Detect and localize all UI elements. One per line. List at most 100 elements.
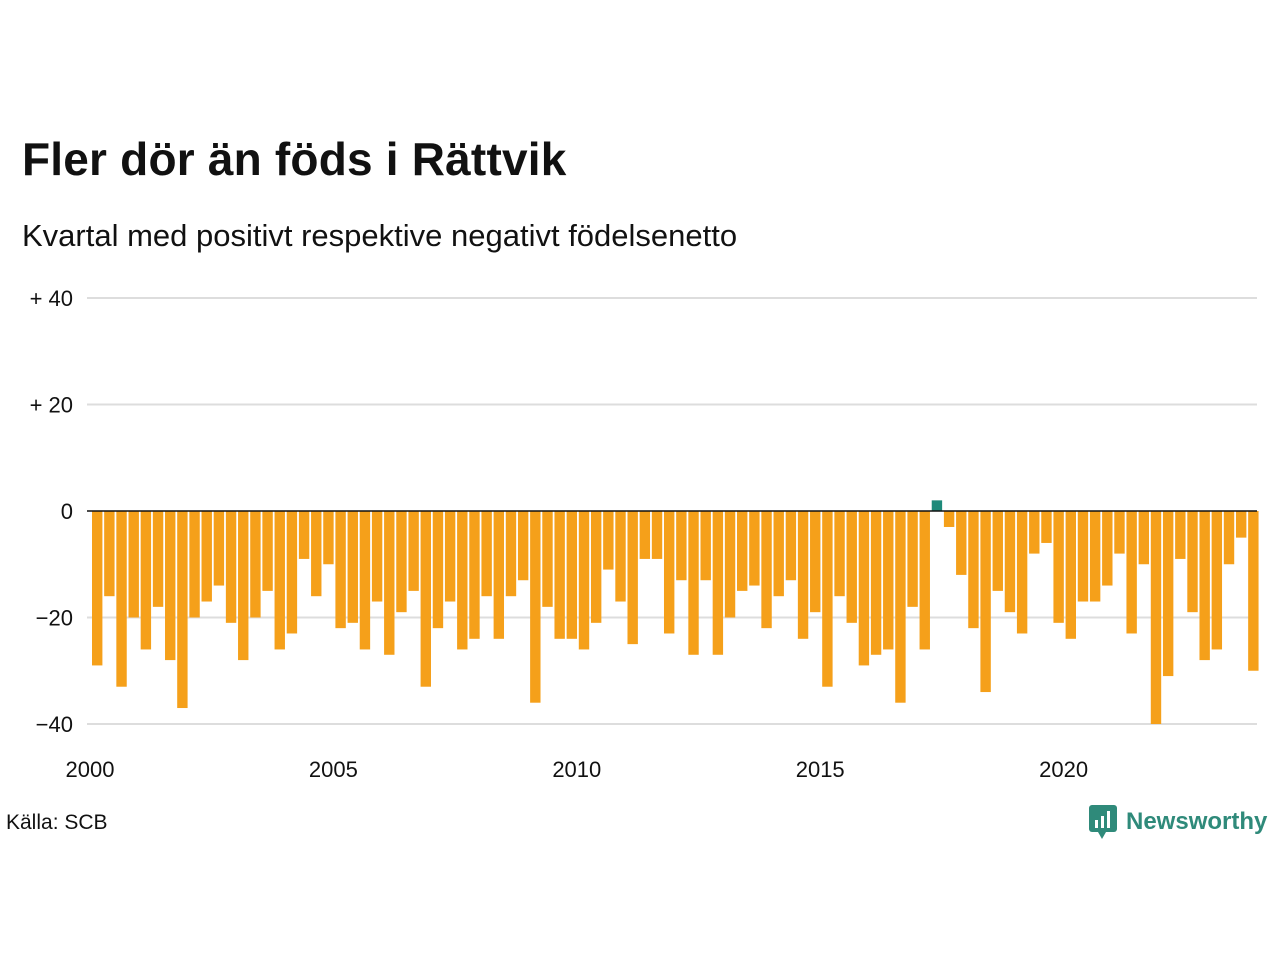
bar-negative — [444, 511, 456, 602]
bar-negative — [152, 511, 164, 607]
bar-negative — [980, 511, 991, 693]
x-axis-ticks: 2000 2005 2010 2015 2020 — [66, 757, 1089, 782]
bar-negative — [408, 511, 419, 591]
bar-chart: + 40 + 20 0 −20 −40 2000 2005 2010 2015 2020 — [30, 286, 1259, 782]
bar-negative — [1077, 511, 1089, 602]
bar-negative — [201, 511, 212, 602]
x-tick-label: 2015 — [796, 757, 845, 782]
bar-negative — [1089, 511, 1101, 602]
bar-negative — [737, 511, 748, 591]
chart-title: Fler dör än föds i Rättvik — [22, 133, 567, 185]
bar-negative — [493, 511, 505, 639]
bar-negative — [663, 511, 675, 634]
bar-negative — [773, 511, 784, 597]
bar-negative — [554, 511, 565, 639]
bar-negative — [1016, 511, 1028, 634]
bar-negative — [1102, 511, 1113, 586]
bar-negative — [627, 511, 638, 645]
bar-negative — [225, 511, 237, 623]
bar-negative — [323, 511, 334, 565]
bar-negative — [1248, 511, 1259, 671]
bar-negative — [590, 511, 602, 623]
bar-negative — [359, 511, 371, 650]
bar-negative — [1223, 511, 1235, 565]
bar-negative — [432, 511, 444, 629]
bar-negative — [298, 511, 310, 559]
y-tick-label: −20 — [36, 606, 73, 631]
bar-negative — [274, 511, 285, 650]
bars — [92, 500, 1259, 724]
bar-negative — [335, 511, 346, 629]
bar-negative — [956, 511, 967, 575]
bar-negative — [834, 511, 845, 597]
bar-positive — [931, 500, 943, 511]
bar-negative — [420, 511, 431, 687]
bar-negative — [1235, 511, 1247, 538]
bar-negative — [578, 511, 590, 650]
bar-negative — [165, 511, 176, 661]
newsworthy-logo: Newsworthy — [1088, 804, 1267, 840]
bar-negative — [895, 511, 906, 703]
bar-negative — [1029, 511, 1040, 554]
bar-negative — [1053, 511, 1064, 623]
bar-negative — [797, 511, 809, 639]
bar-negative — [1162, 511, 1174, 677]
bar-negative — [761, 511, 772, 629]
bar-negative — [311, 511, 322, 597]
y-tick-label: 0 — [61, 499, 73, 524]
bar-negative — [700, 511, 711, 581]
bar-negative — [846, 511, 857, 623]
source-credit: Källa: SCB — [6, 811, 108, 834]
bar-negative — [676, 511, 687, 581]
bar-negative — [907, 511, 918, 607]
bar-negative — [688, 511, 699, 655]
bar-negative — [384, 511, 395, 655]
bar-negative — [128, 511, 139, 618]
bar-negative — [457, 511, 468, 650]
bar-negative — [92, 511, 103, 666]
bar-negative — [651, 511, 663, 559]
x-tick-label: 2010 — [552, 757, 601, 782]
bar-negative — [615, 511, 626, 602]
bar-negative — [639, 511, 651, 559]
bar-negative — [347, 511, 358, 623]
bar-negative — [104, 511, 115, 597]
bar-negative — [250, 511, 261, 618]
bar-negative — [870, 511, 882, 655]
bar-negative — [286, 511, 298, 634]
bar-negative — [603, 511, 614, 570]
bar-negative — [140, 511, 152, 650]
y-tick-label: + 40 — [30, 286, 73, 311]
bar-negative — [1150, 511, 1162, 724]
bar-negative — [919, 511, 930, 650]
bar-negative — [883, 511, 894, 650]
y-tick-label: + 20 — [30, 393, 73, 418]
newsworthy-logo-icon — [1089, 805, 1117, 839]
bar-negative — [469, 511, 480, 639]
bar-negative — [1126, 511, 1137, 634]
y-tick-label: −40 — [36, 712, 73, 737]
bar-negative — [1187, 511, 1198, 613]
bar-negative — [1138, 511, 1150, 565]
bar-negative — [517, 511, 529, 581]
bar-negative — [968, 511, 979, 629]
bar-negative — [1199, 511, 1210, 661]
bar-negative — [1065, 511, 1076, 639]
bar-negative — [542, 511, 553, 607]
x-tick-label: 2020 — [1039, 757, 1088, 782]
bar-negative — [724, 511, 736, 618]
bar-negative — [530, 511, 541, 703]
bar-negative — [396, 511, 407, 613]
x-tick-label: 2005 — [309, 757, 358, 782]
bar-negative — [116, 511, 127, 687]
bar-negative — [1211, 511, 1223, 650]
bar-negative — [810, 511, 821, 613]
bar-negative — [177, 511, 188, 709]
y-axis-ticks: + 40 + 20 0 −20 −40 — [30, 286, 73, 737]
bar-negative — [1114, 511, 1125, 554]
bar-negative — [858, 511, 870, 666]
bar-negative — [1175, 511, 1186, 559]
bar-negative — [1041, 511, 1052, 543]
bar-negative — [566, 511, 578, 639]
bar-negative — [822, 511, 833, 687]
